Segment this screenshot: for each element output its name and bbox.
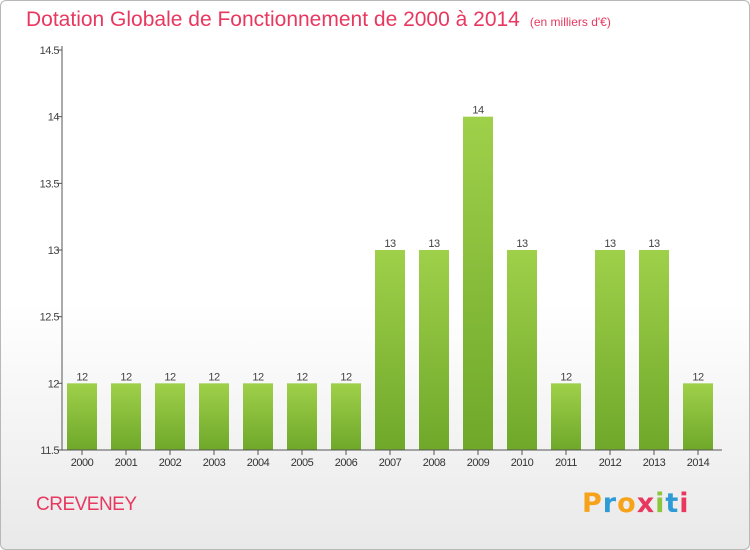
bar: [331, 383, 361, 450]
bar: [155, 383, 185, 450]
x-tick-label: 2001: [115, 457, 138, 469]
bar: [507, 250, 537, 450]
data-label: 12: [252, 371, 264, 383]
y-tick-label: 13: [48, 245, 60, 257]
x-tick-label: 2005: [291, 457, 314, 469]
x-tick-label: 2003: [203, 457, 226, 469]
x-tick-label: 2013: [643, 457, 666, 469]
x-tick-label: 2014: [687, 457, 710, 469]
data-label: 12: [340, 371, 352, 383]
x-tick-label: 2004: [247, 457, 270, 469]
data-label: 12: [76, 371, 88, 383]
y-tick-label: 14: [48, 112, 60, 124]
data-label: 13: [516, 238, 528, 250]
data-label: 12: [120, 371, 132, 383]
bar: [639, 250, 669, 450]
x-tick-label: 2012: [599, 457, 622, 469]
bar: [287, 383, 317, 450]
commune-name: CREVENEY: [36, 494, 137, 515]
y-tick-label: 12: [48, 378, 60, 390]
logo-letter: o: [617, 488, 637, 519]
y-tick-label: 14.5: [40, 45, 60, 57]
x-tick-label: 2011: [555, 457, 577, 469]
bar: [67, 383, 97, 450]
chart-axes: [61, 46, 722, 451]
data-labels: 12 12 12 12 12 12 12 13 13 14 13 12 13 13 12: [76, 105, 704, 384]
x-tick-label: 2006: [335, 457, 358, 469]
y-tick-label: 11.5: [40, 445, 59, 457]
bar: [551, 383, 581, 450]
y-axis-ticks: 11.5 12 12.5 13 13.5 14 14.5: [40, 45, 62, 457]
data-label: 12: [692, 371, 704, 383]
x-tick-label: 2007: [379, 457, 402, 469]
bar: [683, 383, 713, 450]
y-tick-label: 13.5: [40, 178, 60, 190]
x-axis-ticks: 2000 2001 2002 2003 2004 2005 2006 2007 2008 2009…: [71, 450, 710, 469]
data-label: 13: [384, 238, 396, 250]
chart-title-text: Dotation Globale de Fonctionnement de 20…: [26, 8, 520, 31]
bar: [419, 250, 449, 450]
x-tick-label: 2002: [159, 457, 182, 469]
data-label: 12: [296, 371, 308, 383]
data-label: 13: [428, 238, 440, 250]
x-tick-label: 2010: [511, 457, 534, 469]
bar: [463, 116, 493, 451]
bar: [243, 383, 273, 450]
data-label: 13: [604, 238, 616, 250]
data-label: 13: [648, 238, 660, 250]
logo-letter: x: [636, 488, 656, 519]
bar: [595, 250, 625, 450]
logo-letter: P: [582, 488, 603, 519]
logo-letter: i: [655, 488, 666, 519]
bar: [375, 250, 405, 450]
data-label: 14: [472, 105, 484, 117]
x-tick-label: 2009: [467, 457, 490, 469]
data-label: 12: [208, 371, 220, 383]
chart-title: Dotation Globale de Fonctionnement de 20…: [26, 8, 611, 32]
logo-letter: t: [665, 488, 680, 519]
bar: [199, 383, 229, 450]
logo-letter: i: [679, 488, 690, 519]
y-tick-label: 12.5: [40, 312, 60, 324]
bar: [111, 383, 141, 450]
data-label: 12: [560, 371, 572, 383]
bar-series: [67, 116, 713, 451]
logo-letter: r: [602, 488, 618, 519]
x-tick-label: 2008: [423, 457, 446, 469]
data-label: 12: [164, 371, 176, 383]
x-tick-label: 2000: [71, 457, 94, 469]
proxiti-logo: Proxiti: [582, 488, 690, 519]
chart-unit-note: (en milliers d'€): [529, 15, 611, 29]
